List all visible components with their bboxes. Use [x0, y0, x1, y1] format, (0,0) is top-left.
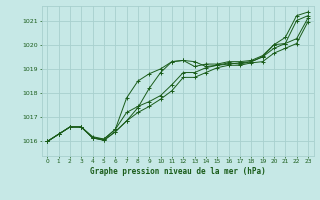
X-axis label: Graphe pression niveau de la mer (hPa): Graphe pression niveau de la mer (hPa) — [90, 167, 266, 176]
